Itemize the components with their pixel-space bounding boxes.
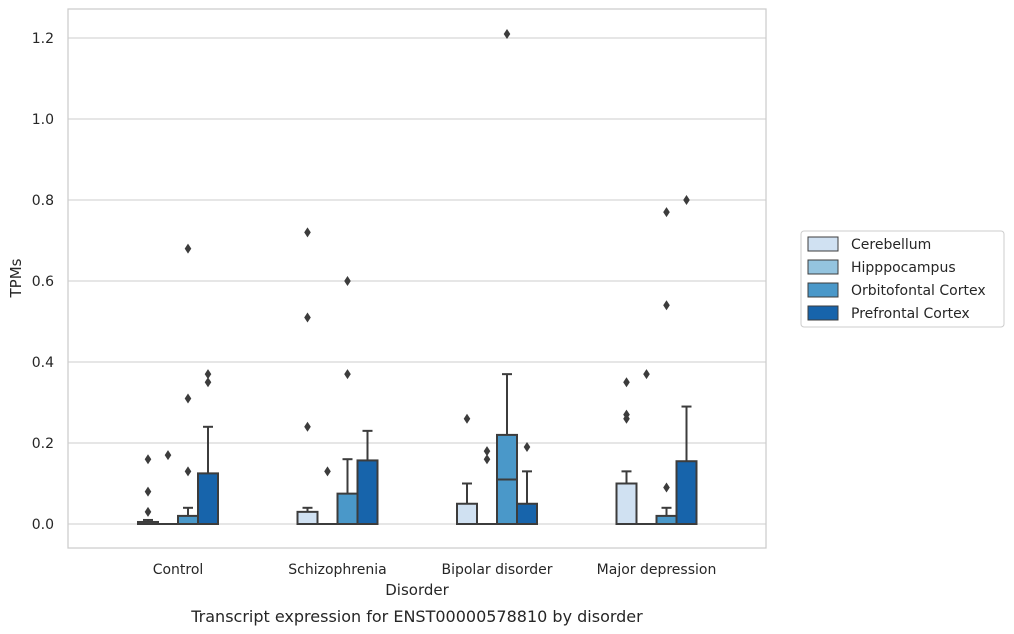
outlier-point: [204, 377, 212, 388]
outlier-point: [623, 409, 630, 420]
outlier-point: [324, 466, 331, 477]
y-tick-label: 0.2: [32, 436, 54, 452]
legend-item: Prefrontal Cortex: [807, 305, 970, 322]
outlier-point: [304, 421, 311, 432]
x-axis-label: Disorder: [385, 581, 449, 599]
legend-label: Hipppocampus: [851, 260, 956, 276]
outlier-point: [663, 207, 670, 218]
y-tick-label: 0.8: [32, 193, 54, 209]
outlier-point: [344, 369, 351, 380]
box-group: [516, 442, 538, 525]
y-axis-label: TPMs: [7, 258, 25, 298]
legend-swatch: [807, 259, 839, 275]
y-tick-label: 0.4: [32, 355, 54, 371]
gridlines: [68, 37, 766, 525]
y-tick-label: 1.0: [32, 112, 54, 128]
outlier-point: [184, 466, 192, 477]
outlier-point: [683, 195, 690, 205]
box: [336, 492, 359, 525]
outlier-point: [483, 454, 491, 465]
box: [456, 502, 478, 525]
x-tick-label: Control: [153, 562, 204, 578]
outlier-point: [483, 446, 491, 457]
box-group: [675, 195, 698, 526]
box-group: [296, 227, 319, 526]
box-group: [496, 28, 518, 525]
outlier-point: [184, 393, 192, 404]
outlier-point: [623, 377, 630, 388]
legend-swatch: [807, 236, 839, 252]
outlier-point: [304, 312, 311, 323]
legend-item: Hipppocampus: [807, 259, 956, 276]
box-group: [177, 243, 199, 526]
y-tick-label: 1.2: [32, 31, 54, 47]
box-group: [336, 276, 359, 525]
box-group: [636, 369, 657, 525]
box: [615, 482, 638, 525]
box: [655, 514, 678, 526]
box: [356, 459, 379, 526]
plot-frame: [67, 8, 767, 549]
box-group: [137, 454, 159, 525]
box-group: [197, 369, 219, 525]
outlier-point: [144, 506, 152, 517]
box-group: [615, 377, 638, 525]
legend-frame: [800, 230, 1005, 328]
y-tick-label: 0.0: [32, 517, 54, 533]
x-tick-label: Bipolar disorder: [441, 562, 552, 578]
outlier-point: [184, 243, 192, 254]
outlier-point: [204, 369, 212, 380]
figure-caption: Transcript expression for ENST0000057881…: [190, 607, 643, 626]
box-group: [158, 450, 178, 525]
legend-label: Cerebellum: [851, 237, 931, 253]
outlier-point: [503, 28, 511, 39]
outlier-point: [344, 276, 351, 286]
legend-label: Prefrontal Cortex: [851, 306, 970, 322]
box: [296, 510, 319, 526]
outlier-point: [663, 482, 670, 493]
legend-item: Orbitofontal Cortex: [807, 282, 986, 299]
legend-swatch: [807, 305, 839, 321]
outlier-point: [164, 450, 172, 461]
box-group: [477, 446, 497, 525]
y-axis-ticks: 0.0 0.2 0.4 0.6 0.8 1.0 1.2: [32, 31, 54, 533]
box-group: [356, 429, 379, 526]
box-layer: [137, 28, 698, 526]
outlier-point: [144, 486, 152, 497]
legend: Cerebellum Hipppocampus Orbitofontal Corte…: [800, 230, 1005, 328]
outlier-point: [304, 227, 311, 238]
legend-label: Orbitofontal Cortex: [851, 283, 986, 299]
outlier-point: [463, 413, 471, 424]
box: [675, 460, 698, 526]
box-group: [456, 413, 478, 525]
legend-swatch: [807, 282, 839, 298]
outlier-point: [523, 442, 531, 453]
box-group: [655, 207, 678, 526]
x-tick-label: Major depression: [597, 562, 717, 578]
box: [197, 472, 219, 525]
outlier-point: [663, 300, 670, 311]
y-tick-label: 0.6: [32, 274, 54, 290]
box: [516, 502, 538, 525]
outlier-point: [643, 369, 650, 380]
x-axis-ticks: Control Schizophrenia Bipolar disorder Majo…: [153, 562, 717, 578]
outlier-point: [144, 454, 152, 465]
legend-item: Cerebellum: [807, 236, 931, 253]
box-group: [317, 466, 338, 525]
box: [177, 514, 199, 526]
x-tick-label: Schizophrenia: [288, 562, 386, 578]
